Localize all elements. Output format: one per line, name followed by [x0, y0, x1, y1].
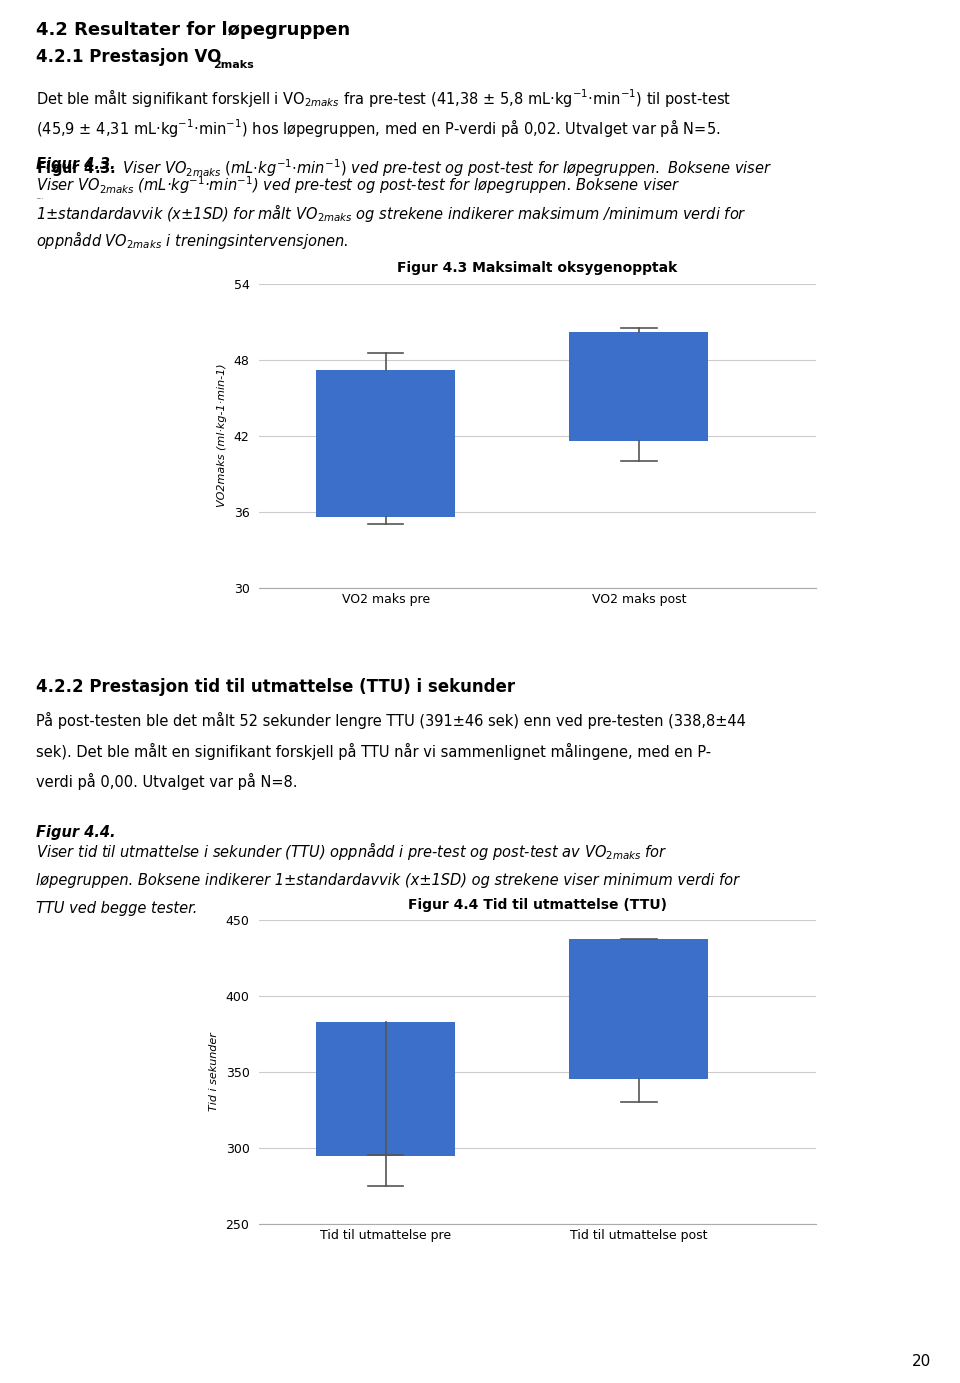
Title: Figur 4.4 Tid til utmattelse (TTU): Figur 4.4 Tid til utmattelse (TTU) [408, 898, 667, 911]
Text: 2maks: 2maks [213, 59, 253, 69]
Text: Figur 4.4.: Figur 4.4. [36, 824, 116, 839]
Text: 4.2 Resultater for løpegruppen: 4.2 Resultater for løpegruppen [36, 21, 350, 39]
Bar [316, 371, 455, 517]
Bar [316, 1022, 455, 1156]
Text: Viser VO$_{2maks}$ (mL·kg$^{-1}$·min$^{-1}$) ved pre-test og post-test for løpeg: Viser VO$_{2maks}$ (mL·kg$^{-1}$·min$^{-… [36, 174, 682, 196]
Y-axis label: Tid i sekunder: Tid i sekunder [208, 1032, 219, 1112]
Text: Figur 4.3.: Figur 4.3. [36, 156, 116, 171]
Text: Det ble målt signifikant forskjell i VO$_{2maks}$ fra pre-test (41,38 ± 5,8 mL·k: Det ble målt signifikant forskjell i VO$… [36, 87, 732, 109]
Text: verdi på 0,00. Utvalget var på N=8.: verdi på 0,00. Utvalget var på N=8. [36, 773, 298, 790]
Text: Viser tid til utmattelse i sekunder (TTU) oppnådd i pre-test og post-test av VO$: Viser tid til utmattelse i sekunder (TTU… [36, 841, 668, 863]
Y-axis label: VO2maks (ml·kg-1·min-1): VO2maks (ml·kg-1·min-1) [217, 364, 227, 508]
Bar [569, 332, 708, 441]
Text: 4.2.2 Prestasjon tid til utmattelse (TTU) i sekunder: 4.2.2 Prestasjon tid til utmattelse (TTU… [36, 678, 516, 696]
Text: $\it{Figur\ 4.3.}$: $\it{Figur\ 4.3.}$ [36, 195, 45, 201]
Text: 1±standardavvik (x±1SD) for målt VO$_{2maks}$ og strekene indikerer maksimum /mi: 1±standardavvik (x±1SD) for målt VO$_{2m… [36, 202, 747, 224]
Text: TTU ved begge tester.: TTU ved begge tester. [36, 900, 198, 916]
Text: løpegruppen. Boksene indikerer 1±standardavvik (x±1SD) og strekene viser minimum: løpegruppen. Boksene indikerer 1±standar… [36, 873, 739, 888]
Text: oppnådd VO$_{2maks}$ i treningsintervensjonen.: oppnådd VO$_{2maks}$ i treningsintervens… [36, 230, 348, 252]
Text: 4.2.1 Prestasjon VO: 4.2.1 Prestasjon VO [36, 48, 222, 66]
Text: $\bf{Figur\ 4.3.}$ $\it{Viser\ VO_{2maks}\ (mL{\cdot}kg^{-1}{\cdot}min^{-1})\ ve: $\bf{Figur\ 4.3.}$ $\it{Viser\ VO_{2maks… [36, 158, 773, 180]
Title: Figur 4.3 Maksimalt oksygenopptak: Figur 4.3 Maksimalt oksygenopptak [397, 261, 678, 275]
Text: På post-testen ble det målt 52 sekunder lengre TTU (391±46 sek) enn ved pre-test: På post-testen ble det målt 52 sekunder … [36, 712, 746, 729]
Bar [569, 939, 708, 1079]
Text: (45,9 ± 4,31 mL·kg$^{-1}$·min$^{-1}$) hos løpegruppen, med en P-verdi på 0,02. U: (45,9 ± 4,31 mL·kg$^{-1}$·min$^{-1}$) ho… [36, 118, 721, 140]
Text: 20: 20 [912, 1354, 931, 1369]
Text: sek). Det ble målt en signifikant forskjell på TTU når vi sammenlignet målingene: sek). Det ble målt en signifikant forskj… [36, 743, 711, 759]
